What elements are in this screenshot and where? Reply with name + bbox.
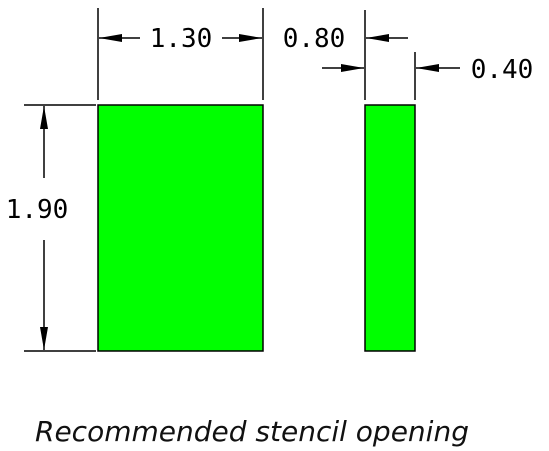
dimension-1-90 bbox=[24, 104, 96, 352]
arrowhead-1-30-left bbox=[99, 34, 122, 42]
arrowhead-1-30-right bbox=[239, 34, 262, 42]
dim-label-1-30: 1.30 bbox=[150, 24, 213, 54]
dimension-1-30 bbox=[97, 8, 264, 100]
arrowhead-1-90-top bbox=[40, 106, 48, 129]
dim-label-0-40: 0.40 bbox=[471, 55, 534, 85]
dim-label-1-90: 1.90 bbox=[6, 195, 69, 225]
large-pad bbox=[97, 104, 264, 352]
dim-label-0-80: 0.80 bbox=[283, 24, 346, 54]
arrowhead-0-80-bottom bbox=[341, 64, 364, 72]
small-pad bbox=[364, 104, 416, 352]
arrowhead-1-90-bottom bbox=[40, 327, 48, 350]
caption: Recommended stencil opening bbox=[35, 415, 469, 448]
arrowhead-0-40 bbox=[416, 64, 439, 72]
arrowhead-0-80-top bbox=[366, 34, 389, 42]
